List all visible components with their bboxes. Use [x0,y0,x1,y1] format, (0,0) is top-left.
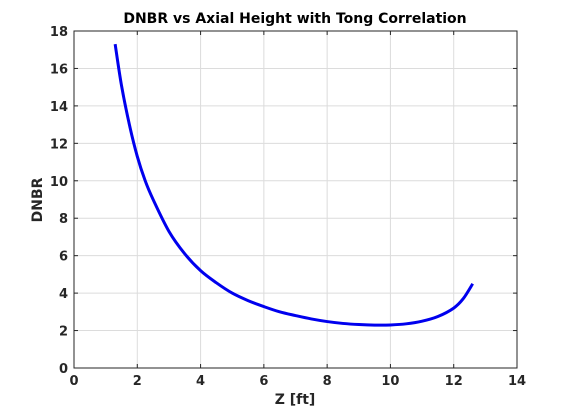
x-axis-label: Z [ft] [275,392,316,408]
y-tick-label: 6 [59,250,68,265]
plot-area [74,31,517,368]
chart-title: DNBR vs Axial Height with Tong Correlati… [123,11,466,27]
x-tick-label: 8 [323,374,332,389]
y-tick-label: 4 [59,287,68,302]
x-tick-label: 6 [259,374,268,389]
y-tick-label: 16 [50,62,68,77]
x-tick-label: 10 [381,374,399,389]
y-tick-label: 14 [50,100,68,115]
series-group [113,43,474,327]
axis-ticks: 0 2 4 6 8 10 12 14 0 2 4 6 8 10 12 14 16 18 [50,25,526,389]
series-line [113,43,474,327]
y-tick-label: 2 [59,325,68,340]
y-axis-label: DNBR [30,177,46,222]
x-tick-label: 4 [196,374,205,389]
y-tick-label: 0 [59,362,68,377]
y-tick-label: 18 [50,25,68,40]
x-tick-label: 2 [133,374,142,389]
y-tick-label: 8 [59,212,68,227]
x-tick-label: 12 [445,374,463,389]
x-tick-label: 14 [508,374,526,389]
y-tick-label: 12 [50,137,68,152]
x-tick-label: 0 [69,374,78,389]
plot-frame [73,30,518,369]
y-tick-label: 10 [50,175,68,190]
